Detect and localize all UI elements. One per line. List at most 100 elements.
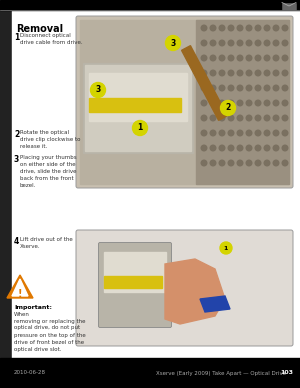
Circle shape [210, 100, 216, 106]
Circle shape [264, 130, 270, 136]
Circle shape [255, 40, 261, 46]
Circle shape [237, 55, 243, 61]
Text: 4: 4 [14, 237, 19, 246]
Circle shape [201, 40, 207, 46]
Bar [282, 2, 296, 9]
Text: Rotate the optical
drive clip clockwise to
release it.: Rotate the optical drive clip clockwise … [20, 130, 80, 149]
Circle shape [282, 100, 288, 106]
Circle shape [255, 130, 261, 136]
Bar [104, 276, 162, 288]
Circle shape [201, 100, 207, 106]
Circle shape [246, 145, 252, 151]
Circle shape [264, 70, 270, 76]
Circle shape [273, 115, 279, 121]
Text: Removal: Removal [16, 24, 63, 34]
Circle shape [210, 40, 216, 46]
Circle shape [246, 40, 252, 46]
Circle shape [255, 160, 261, 166]
Circle shape [264, 55, 270, 61]
Circle shape [264, 115, 270, 121]
Bar [80, 20, 289, 184]
Circle shape [273, 100, 279, 106]
Circle shape [219, 40, 225, 46]
Circle shape [91, 83, 106, 97]
Bar [85, 65, 191, 151]
Circle shape [246, 70, 252, 76]
Circle shape [246, 100, 252, 106]
Circle shape [273, 85, 279, 91]
Circle shape [282, 130, 288, 136]
Text: Xserve (Early 2009) Take Apart — Optical Drive: Xserve (Early 2009) Take Apart — Optical… [156, 371, 286, 376]
FancyBboxPatch shape [98, 242, 172, 327]
Circle shape [228, 40, 234, 46]
Circle shape [220, 100, 236, 116]
Circle shape [210, 25, 216, 31]
Text: 3: 3 [14, 155, 19, 164]
Text: Lift drive out of the
Xserve.: Lift drive out of the Xserve. [20, 237, 73, 249]
Bar [0, 10, 12, 388]
Text: Disconnect optical
drive cable from drive.: Disconnect optical drive cable from driv… [20, 33, 82, 45]
Circle shape [219, 55, 225, 61]
Bar [0, 0, 300, 10]
Circle shape [282, 145, 288, 151]
Circle shape [246, 55, 252, 61]
Text: 1: 1 [14, 33, 19, 42]
Circle shape [282, 115, 288, 121]
Circle shape [237, 25, 243, 31]
Circle shape [246, 85, 252, 91]
Circle shape [264, 145, 270, 151]
Text: 1: 1 [137, 123, 142, 132]
Circle shape [237, 160, 243, 166]
Circle shape [237, 100, 243, 106]
Text: 2: 2 [225, 104, 231, 113]
Circle shape [282, 40, 288, 46]
Circle shape [201, 25, 207, 31]
Text: 1: 1 [224, 246, 228, 251]
Text: !: ! [18, 289, 22, 299]
Circle shape [219, 160, 225, 166]
Circle shape [201, 85, 207, 91]
Circle shape [219, 115, 225, 121]
Circle shape [228, 130, 234, 136]
Circle shape [201, 55, 207, 61]
Circle shape [273, 70, 279, 76]
Circle shape [273, 25, 279, 31]
Bar [83, 63, 193, 153]
Text: Placing your thumbs
on either side of the
drive, slide the drive
back from the f: Placing your thumbs on either side of th… [20, 155, 76, 188]
Circle shape [255, 100, 261, 106]
Circle shape [255, 55, 261, 61]
Circle shape [210, 160, 216, 166]
Circle shape [273, 40, 279, 46]
Text: 2010-06-28: 2010-06-28 [14, 371, 46, 376]
Circle shape [255, 145, 261, 151]
Polygon shape [182, 46, 227, 120]
Circle shape [220, 242, 232, 254]
Circle shape [219, 25, 225, 31]
Circle shape [273, 130, 279, 136]
Circle shape [282, 55, 288, 61]
Circle shape [237, 85, 243, 91]
Circle shape [237, 115, 243, 121]
Text: When
removing or replacing the
optical drive, do not put
pressure on the top of : When removing or replacing the optical d… [14, 312, 86, 352]
Circle shape [201, 145, 207, 151]
Bar [89, 98, 181, 112]
Circle shape [264, 40, 270, 46]
Text: Important:: Important: [14, 305, 52, 310]
Circle shape [255, 85, 261, 91]
Circle shape [264, 25, 270, 31]
Circle shape [273, 55, 279, 61]
Circle shape [246, 115, 252, 121]
Circle shape [255, 25, 261, 31]
Circle shape [228, 55, 234, 61]
Bar [0, 358, 300, 388]
Bar [196, 20, 289, 184]
Circle shape [166, 35, 181, 50]
Circle shape [282, 160, 288, 166]
Circle shape [201, 70, 207, 76]
Circle shape [228, 70, 234, 76]
Circle shape [264, 100, 270, 106]
Circle shape [228, 115, 234, 121]
Text: 2: 2 [14, 130, 19, 139]
Circle shape [282, 70, 288, 76]
Circle shape [264, 85, 270, 91]
